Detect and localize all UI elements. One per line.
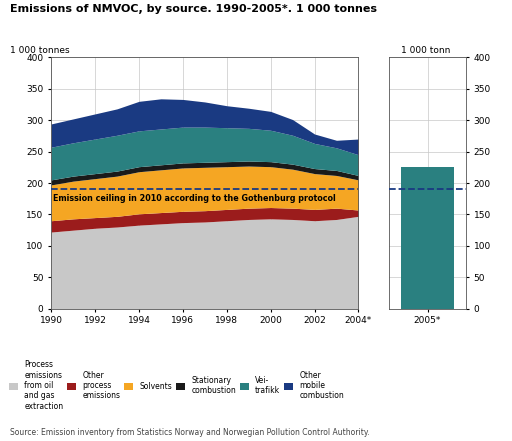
Legend: Process
emissions
from oil
and gas
extraction, Other
process
emissions, Solvents: Process emissions from oil and gas extra… — [9, 360, 344, 411]
Text: Emissions of NMVOC, by source. 1990-2005*. 1 000 tonnes: Emissions of NMVOC, by source. 1990-2005… — [10, 4, 377, 15]
Text: 1 000 tonnes: 1 000 tonnes — [10, 46, 70, 55]
Bar — [400, 167, 455, 309]
Text: Emission ceiling in 2010 according to the Gothenburg protocol: Emission ceiling in 2010 according to th… — [53, 194, 336, 203]
Text: 1 000 tonn: 1 000 tonn — [401, 46, 451, 55]
Text: Source: Emission inventory from Statistics Norway and Norwegian Pollution Contro: Source: Emission inventory from Statisti… — [10, 428, 370, 437]
